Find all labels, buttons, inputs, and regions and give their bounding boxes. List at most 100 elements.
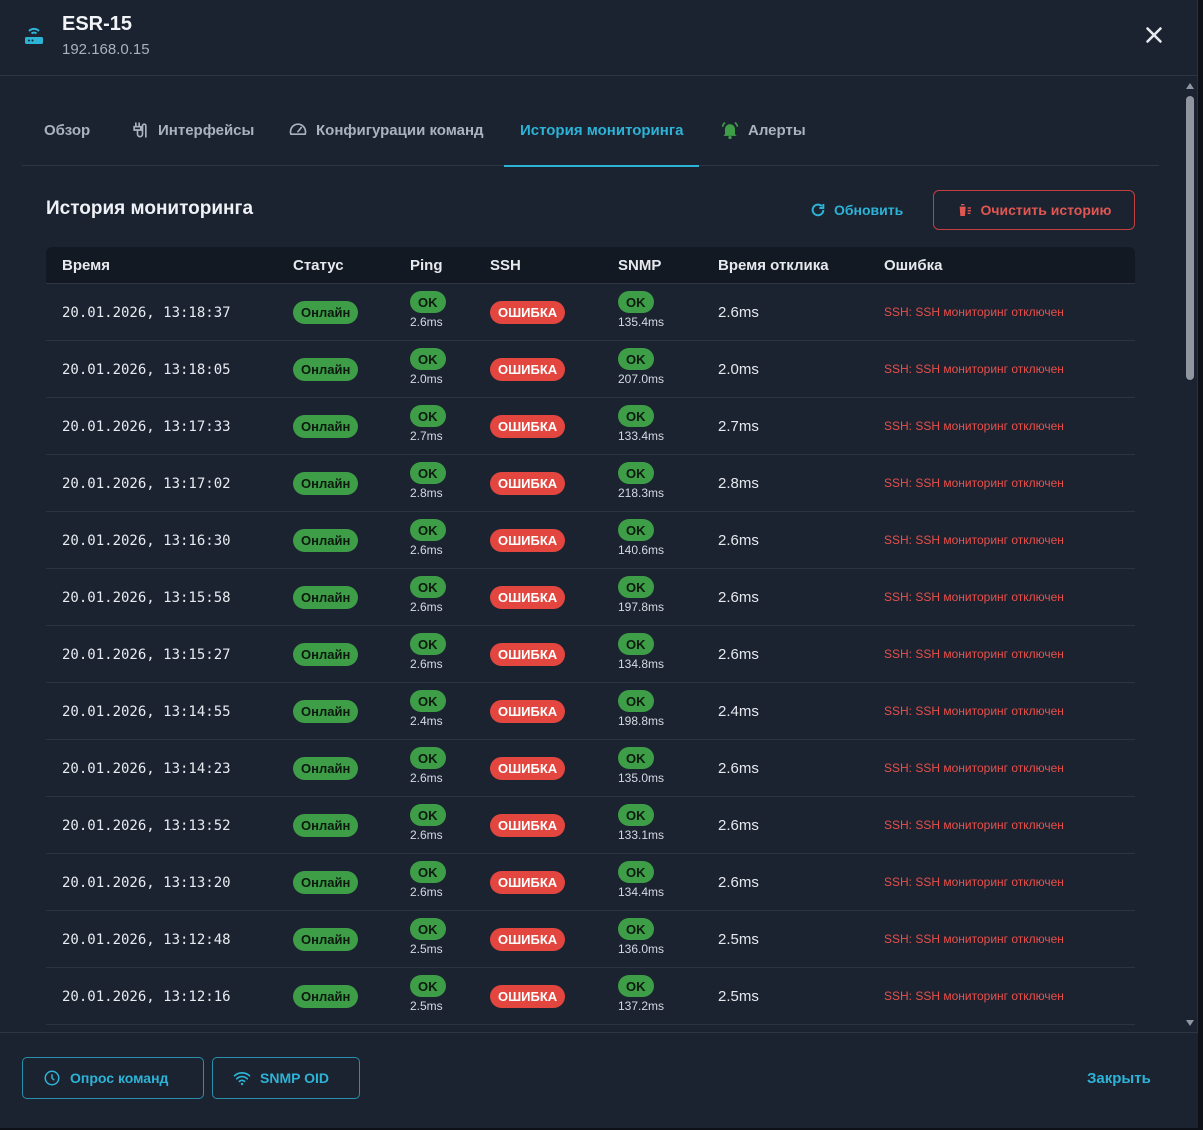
table-row: OKOK	[46, 1025, 1135, 1032]
table-row: 20.01.2026, 13:18:05 Онлайн OK 2.0ms ОШИБКА O…	[46, 341, 1135, 398]
ping-ok-badge: OK	[410, 633, 446, 655]
ping-ok-badge: OK	[410, 405, 446, 427]
table-row: 20.01.2026, 13:17:33 Онлайн OK 2.7ms ОШИБКА O…	[46, 398, 1135, 455]
ping-time: 2.6ms	[410, 600, 443, 614]
tab-alerts[interactable]: Алерты	[704, 94, 822, 166]
tab-monitoring-history[interactable]: История мониторинга	[504, 94, 700, 167]
snmp-cell: OK 137.2ms	[618, 975, 664, 1013]
ping-cell: OK 2.6ms	[410, 747, 446, 785]
section-title: История мониторинга	[46, 198, 254, 219]
row-time: 20.01.2026, 13:12:16	[62, 989, 231, 1005]
snmp-time: 133.4ms	[618, 429, 665, 443]
error-message: SSH: SSH мониторинг отключен	[884, 476, 1064, 490]
ping-ok-badge: OK	[410, 519, 446, 541]
snmp-ok-badge: OK	[618, 576, 654, 598]
response-time: 2.6ms	[718, 304, 759, 321]
ping-time: 2.5ms	[410, 999, 443, 1013]
ssh-error-badge: ОШИБКА	[490, 928, 566, 951]
row-time: 20.01.2026, 13:16:30	[62, 533, 231, 549]
ssh-error-badge: ОШИБКА	[490, 415, 566, 438]
error-message: SSH: SSH мониторинг отключен	[884, 533, 1064, 547]
column-header-time: Время	[62, 257, 110, 274]
snmp-cell: OK 133.4ms	[618, 405, 664, 443]
snmp-time: 134.4ms	[618, 885, 665, 899]
ping-cell: OK 2.6ms	[410, 576, 446, 614]
status-badge: Онлайн	[293, 871, 359, 894]
poll-commands-button[interactable]: Опрос команд	[22, 1057, 204, 1099]
tab-interfaces[interactable]: Интерфейсы	[114, 94, 270, 166]
tab-overview[interactable]: Обзор	[28, 94, 106, 166]
response-time: 2.4ms	[718, 703, 759, 720]
ping-cell: OK 2.8ms	[410, 462, 446, 500]
snmp-time: 135.4ms	[618, 315, 665, 329]
ssh-error-badge: ОШИБКА	[490, 586, 566, 609]
scrollbar[interactable]	[1183, 78, 1197, 1031]
ping-ok-badge: OK	[410, 348, 446, 370]
column-header-status: Статус	[293, 257, 344, 274]
table-row: 20.01.2026, 13:16:30 Онлайн OK 2.6ms ОШИБКА O…	[46, 512, 1135, 569]
gauge-icon	[289, 123, 307, 135]
table-row: 20.01.2026, 13:15:27 Онлайн OK 2.6ms ОШИБКА O…	[46, 626, 1135, 683]
response-time: 2.6ms	[718, 817, 759, 834]
snmp-ok-badge: OK	[618, 861, 654, 883]
table-row: 20.01.2026, 13:18:37 Онлайн OK 2.6ms ОШИБКА O…	[46, 284, 1135, 341]
status-badge: Онлайн	[293, 529, 359, 552]
error-message: SSH: SSH мониторинг отключен	[884, 761, 1064, 775]
snmp-ok-badge: OK	[618, 633, 654, 655]
trash-icon	[958, 204, 971, 216]
clear-history-label: Очистить историю	[980, 202, 1112, 218]
error-message: SSH: SSH мониторинг отключен	[884, 419, 1064, 433]
tab-bar: Обзор Интерфейсы Конфигурации команд Ист…	[22, 94, 1159, 167]
refresh-button[interactable]: Обновить	[798, 190, 915, 230]
snmp-ok-badge: OK	[618, 405, 654, 427]
row-time: 20.01.2026, 13:18:05	[62, 362, 231, 378]
wifi-icon	[233, 1072, 251, 1086]
table-row: 20.01.2026, 13:15:58 Онлайн OK 2.6ms ОШИБКА O…	[46, 569, 1135, 626]
device-name: ESR-15	[62, 13, 133, 35]
column-header-ssh: SSH	[490, 257, 521, 274]
clock-icon	[44, 1070, 60, 1086]
snmp-time: 140.6ms	[618, 543, 665, 557]
table-row: 20.01.2026, 13:12:16 Онлайн OK 2.5ms ОШИБКА O…	[46, 968, 1135, 1025]
snmp-time: 135.0ms	[618, 771, 665, 785]
tab-command-configs[interactable]: Конфигурации команд	[272, 94, 500, 166]
snmp-oid-button[interactable]: SNMP OID	[212, 1057, 360, 1099]
ping-time: 2.6ms	[410, 657, 443, 671]
response-time: 2.8ms	[718, 475, 759, 492]
error-message: SSH: SSH мониторинг отключен	[884, 647, 1064, 661]
scroll-down-arrow[interactable]	[1186, 1020, 1194, 1026]
scroll-up-arrow[interactable]	[1186, 83, 1194, 89]
clear-history-button[interactable]: Очистить историю	[933, 190, 1135, 230]
ssh-error-badge: ОШИБКА	[490, 529, 566, 552]
table-row: 20.01.2026, 13:14:23 Онлайн OK 2.6ms ОШИБКА O…	[46, 740, 1135, 797]
snmp-oid-label: SNMP OID	[260, 1070, 329, 1086]
snmp-time: 198.8ms	[618, 714, 665, 728]
ping-time: 2.4ms	[410, 714, 443, 728]
snmp-ok-badge: OK	[618, 804, 654, 826]
response-time: 2.6ms	[718, 589, 759, 606]
snmp-cell: OK 134.8ms	[618, 633, 664, 671]
error-message: SSH: SSH мониторинг отключен	[884, 818, 1064, 832]
close-icon[interactable]	[1141, 22, 1167, 48]
response-time: 2.0ms	[718, 361, 759, 378]
ssh-error-badge: ОШИБКА	[490, 871, 566, 894]
row-time: 20.01.2026, 13:14:55	[62, 704, 231, 720]
snmp-time: 133.1ms	[618, 828, 665, 842]
table-header: Время Статус Ping SSH SNMP Время отклика…	[46, 247, 1135, 284]
ssh-error-badge: ОШИБКА	[490, 814, 566, 837]
table-row: 20.01.2026, 13:14:55 Онлайн OK 2.4ms ОШИБКА O…	[46, 683, 1135, 740]
row-time: 20.01.2026, 13:15:58	[62, 590, 231, 606]
row-time: 20.01.2026, 13:17:02	[62, 476, 231, 492]
tab-label: Конфигурации команд	[316, 121, 484, 139]
ping-cell: OK 2.7ms	[410, 405, 446, 443]
snmp-cell: OK 198.8ms	[618, 690, 664, 728]
close-button[interactable]: Закрыть	[1087, 1070, 1151, 1087]
snmp-time: 134.8ms	[618, 657, 665, 671]
ping-time: 2.6ms	[410, 828, 443, 842]
snmp-cell: OK 135.0ms	[618, 747, 664, 785]
ping-cell: OK 2.4ms	[410, 690, 446, 728]
scroll-thumb[interactable]	[1186, 96, 1194, 380]
table-row: 20.01.2026, 13:13:20 Онлайн OK 2.6ms ОШИБКА O…	[46, 854, 1135, 911]
snmp-ok-badge: OK	[618, 690, 654, 712]
